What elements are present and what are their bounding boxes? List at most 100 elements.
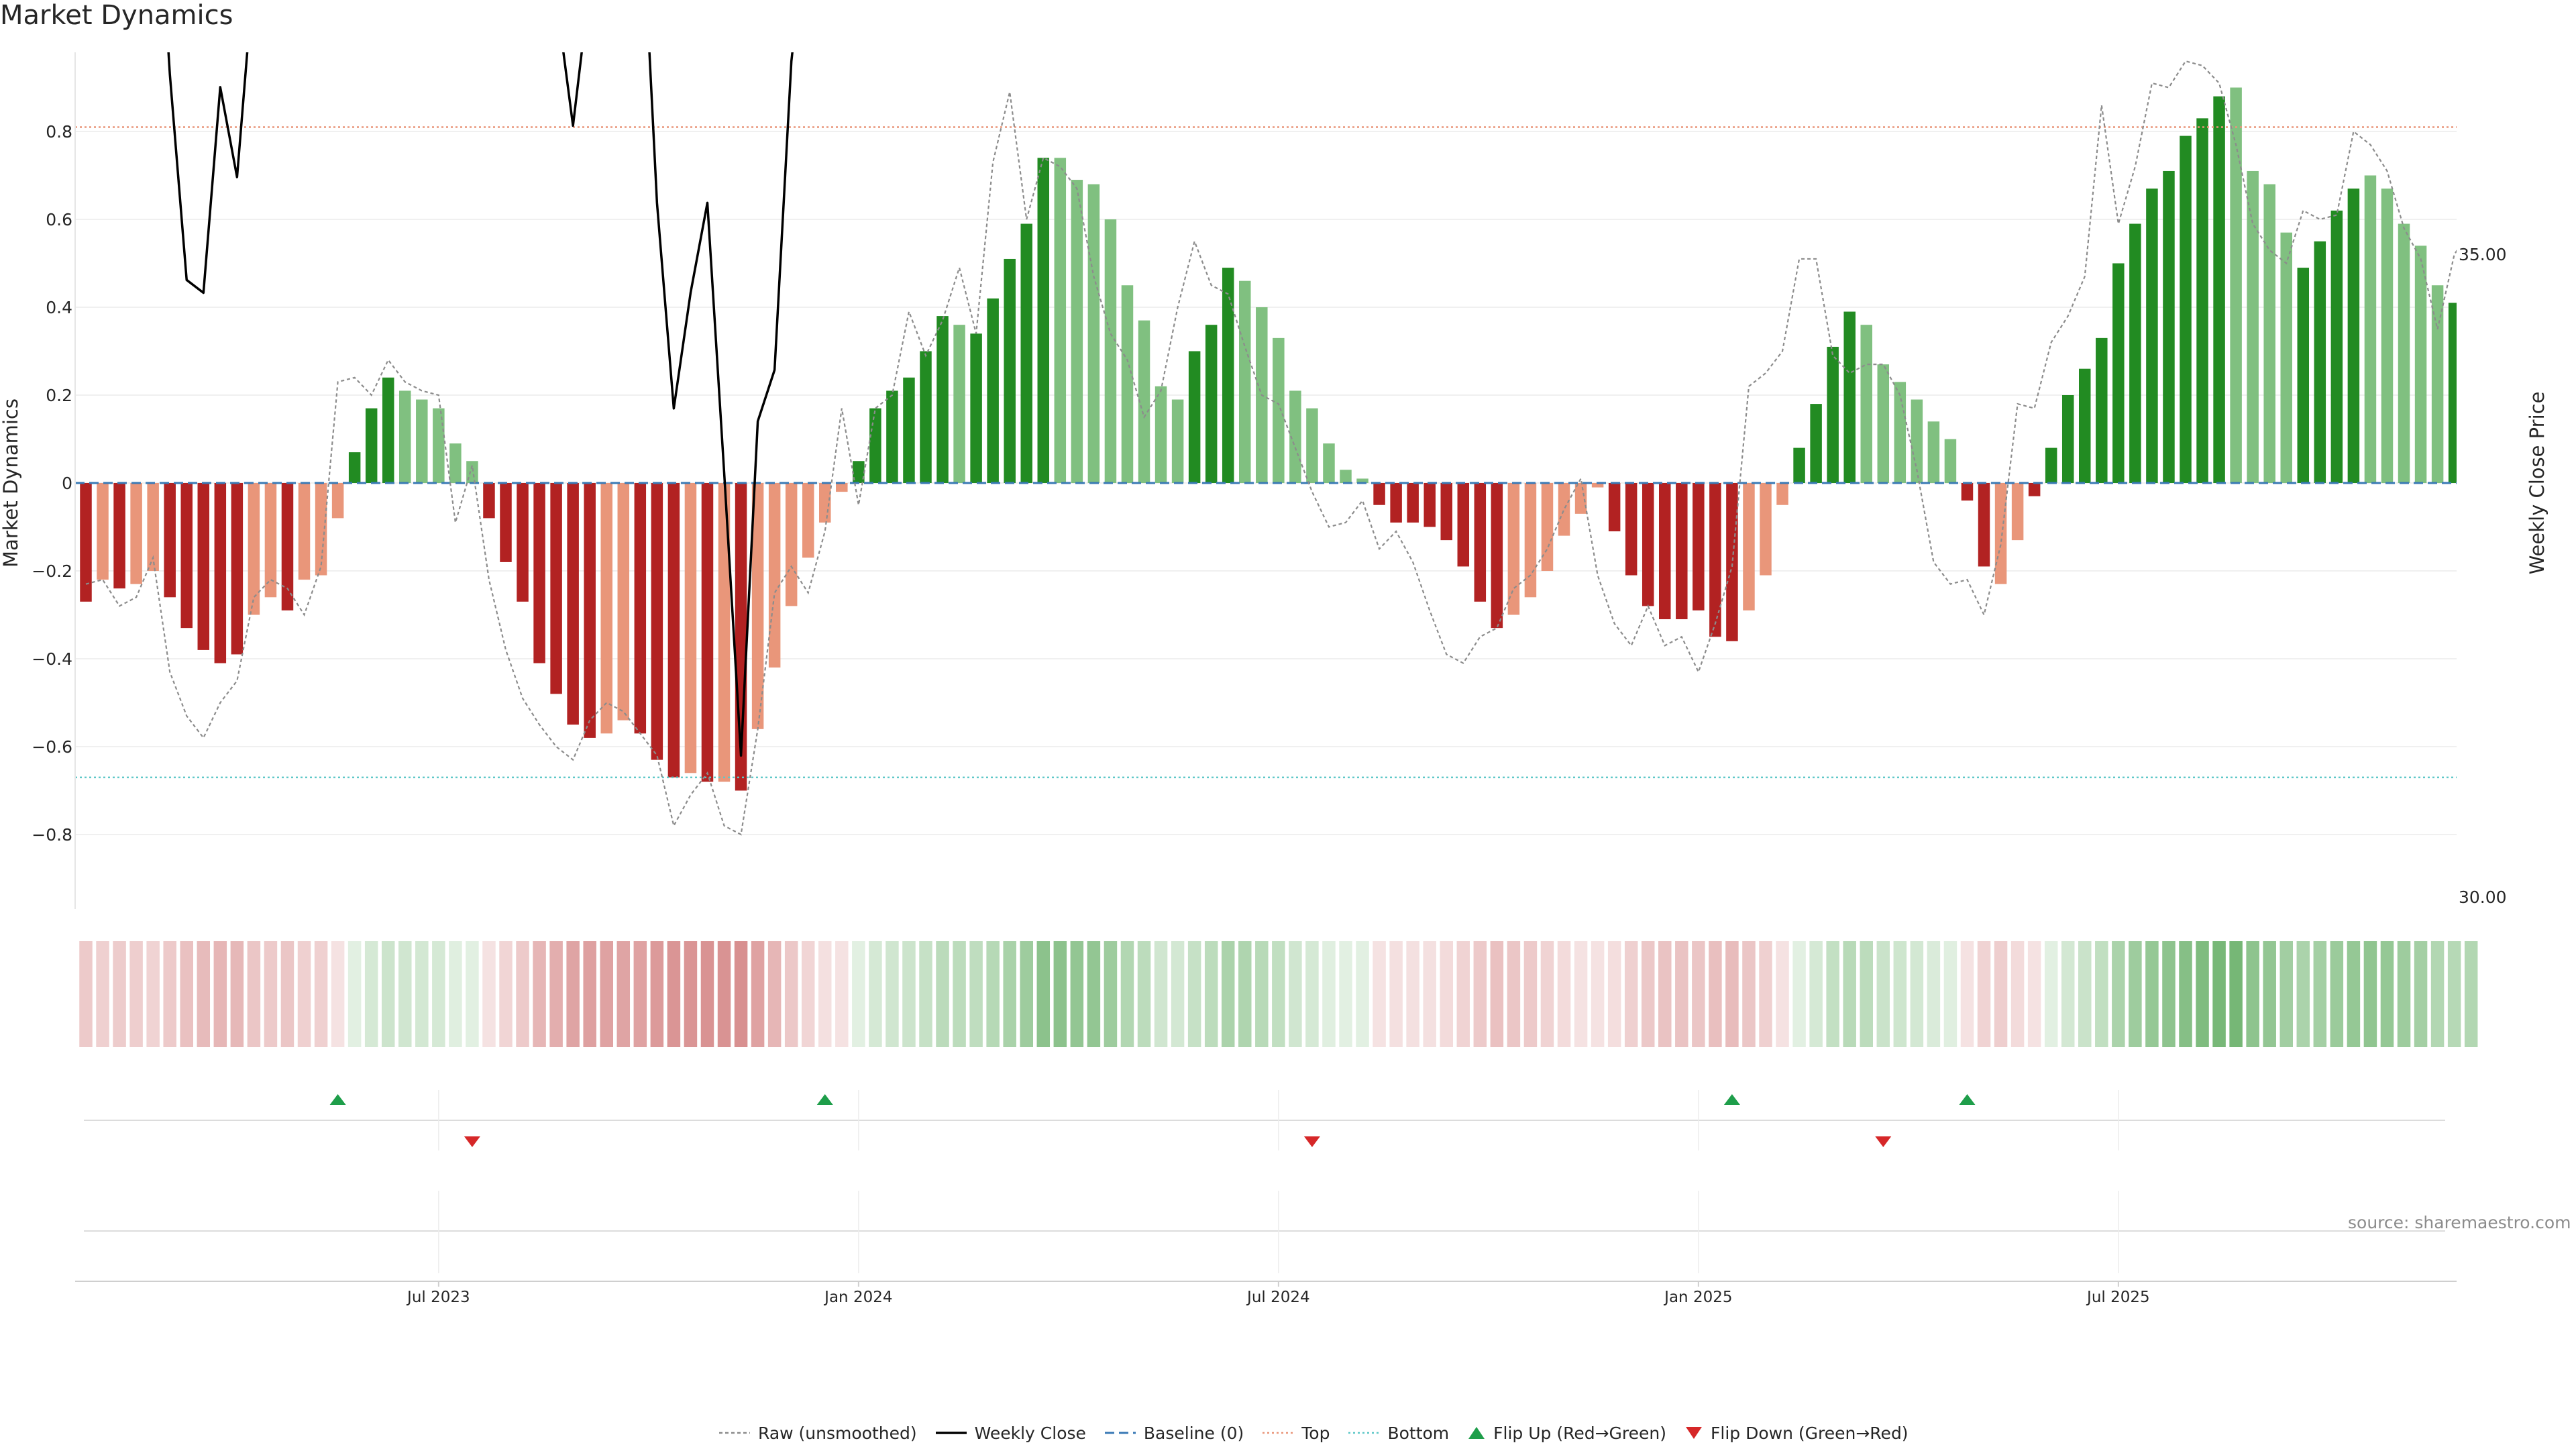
momentum-bar xyxy=(1440,483,1452,541)
heat-cell xyxy=(1675,941,1688,1047)
x-tick-label: Jul 2024 xyxy=(1246,1289,1310,1306)
momentum-bar xyxy=(920,351,932,483)
momentum-bar xyxy=(1524,483,1537,598)
momentum-bar xyxy=(1054,158,1067,484)
momentum-bar xyxy=(2347,189,2360,483)
heat-cell xyxy=(247,941,261,1047)
flip-up-marker xyxy=(1723,1094,1740,1105)
heat-cell xyxy=(1339,941,1352,1047)
heat-cell xyxy=(1692,941,1705,1047)
heat-cell xyxy=(1540,941,1554,1047)
heat-cell xyxy=(1289,941,1302,1047)
heat-cell xyxy=(852,941,865,1047)
momentum-bar xyxy=(550,483,562,694)
momentum-bar xyxy=(667,483,680,777)
heat-cell xyxy=(1776,941,1789,1047)
momentum-bar xyxy=(1340,470,1352,483)
heat-cell xyxy=(415,941,429,1047)
heat-cell xyxy=(650,941,664,1047)
heat-cell xyxy=(2129,941,2142,1047)
momentum-bar xyxy=(1810,404,1822,483)
momentum-bar xyxy=(2247,170,2259,483)
heat-cell xyxy=(516,941,529,1047)
momentum-bar xyxy=(1659,483,1671,620)
heat-cell xyxy=(2347,941,2361,1047)
momentum-bar xyxy=(1289,390,1301,483)
heat-cell xyxy=(113,941,126,1047)
momentum-bar xyxy=(365,408,378,483)
heat-cell xyxy=(1305,941,1319,1047)
momentum-bar xyxy=(2079,368,2091,483)
source-note: source: sharemaestro.com xyxy=(2348,1213,2571,1232)
heat-cell xyxy=(1523,941,1538,1047)
heat-cell xyxy=(818,941,832,1047)
heat-cell xyxy=(1272,941,1285,1047)
momentum-bar xyxy=(1474,483,1487,602)
momentum-bar xyxy=(584,483,596,738)
flip-up-marker xyxy=(816,1094,833,1105)
heat-cell xyxy=(751,941,765,1047)
heat-cell xyxy=(1389,941,1403,1047)
heat-cell xyxy=(1070,941,1084,1047)
heat-cell xyxy=(1557,941,1571,1047)
momentum-bar xyxy=(416,399,428,483)
triangle-up-icon xyxy=(1468,1427,1485,1439)
momentum-bar xyxy=(600,483,612,734)
legend-label-flip-down: Flip Down (Green→Red) xyxy=(1711,1423,1909,1443)
heat-cell xyxy=(466,941,479,1047)
momentum-bar xyxy=(1911,399,1923,483)
momentum-bar xyxy=(1558,483,1570,536)
momentum-bar xyxy=(2112,263,2125,483)
heat-cell xyxy=(784,941,798,1047)
heat-cell xyxy=(2430,941,2445,1047)
y2-axis-title: Weekly Close Price xyxy=(2526,392,2548,575)
momentum-bar xyxy=(248,483,260,615)
heat-cell xyxy=(1154,941,1168,1047)
momentum-bar xyxy=(1087,184,1100,483)
heat-cell xyxy=(2263,941,2276,1047)
legend-label-close: Weekly Close xyxy=(974,1423,1086,1443)
momentum-bar xyxy=(2011,483,2024,541)
close-line-swatch xyxy=(935,1432,967,1434)
momentum-bar xyxy=(331,483,344,519)
heat-cell xyxy=(2112,941,2125,1047)
heat-cell xyxy=(1759,941,1772,1047)
heat-cell xyxy=(1406,941,1419,1047)
momentum-bar xyxy=(2314,241,2326,483)
heat-cell xyxy=(1658,941,1672,1047)
y-tick-label: 0.4 xyxy=(46,298,72,317)
momentum-bar xyxy=(1676,483,1688,620)
heat-cell xyxy=(1204,941,1218,1047)
heat-cell xyxy=(2246,941,2259,1047)
heat-cell xyxy=(936,941,949,1047)
momentum-bar xyxy=(2028,483,2041,496)
momentum-bar xyxy=(1071,180,1083,483)
momentum-bar xyxy=(1373,483,1385,505)
heat-cell xyxy=(1456,941,1470,1047)
momentum-bar xyxy=(701,483,714,782)
heat-cell xyxy=(2179,941,2192,1047)
heat-cell xyxy=(146,941,160,1047)
momentum-bar xyxy=(2431,285,2444,483)
momentum-bar xyxy=(433,408,445,483)
momentum-bar xyxy=(1020,223,1032,483)
momentum-bar xyxy=(1104,219,1117,483)
heat-cell xyxy=(2078,941,2092,1047)
heat-cell xyxy=(2212,941,2226,1047)
heat-cell xyxy=(767,941,782,1047)
momentum-bar xyxy=(1390,483,1402,523)
momentum-bar xyxy=(315,483,327,576)
momentum-bar xyxy=(281,483,294,610)
momentum-bar xyxy=(1171,399,1184,483)
momentum-bar xyxy=(1827,346,1839,483)
heat-cell xyxy=(364,941,378,1047)
legend-item-raw: Raw (unsmoothed) xyxy=(718,1424,917,1443)
momentum-bar xyxy=(164,483,176,598)
momentum-bar xyxy=(2129,223,2141,483)
momentum-bar xyxy=(2180,136,2192,484)
heat-cell xyxy=(600,941,613,1047)
momentum-bar xyxy=(987,298,999,483)
x-tick-label: Jul 2025 xyxy=(2086,1289,2150,1306)
heat-cell xyxy=(1003,941,1016,1047)
